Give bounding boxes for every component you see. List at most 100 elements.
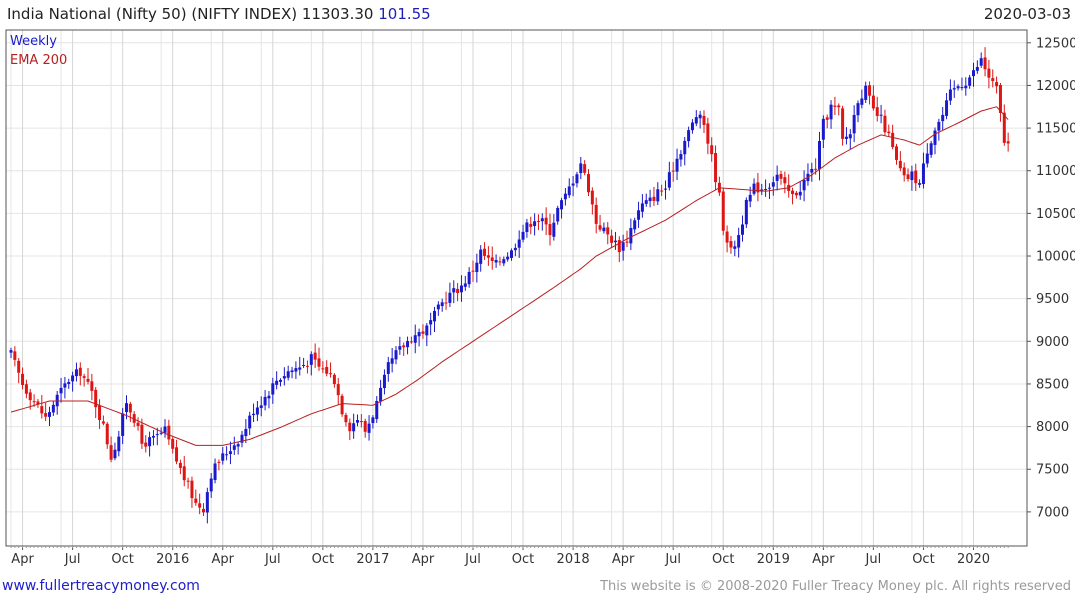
candle-body bbox=[972, 70, 975, 77]
candle-up bbox=[821, 115, 825, 149]
candle-down bbox=[895, 143, 898, 165]
candle-body bbox=[987, 68, 991, 78]
candle-body bbox=[205, 492, 209, 513]
candle-down bbox=[175, 439, 179, 465]
candle-up bbox=[406, 336, 410, 355]
candle-down bbox=[444, 291, 448, 310]
candle-up bbox=[225, 446, 229, 461]
candle-down bbox=[914, 163, 918, 192]
candle-body bbox=[895, 146, 898, 160]
candle-body bbox=[513, 247, 517, 251]
candle-body bbox=[844, 136, 848, 139]
candle-down bbox=[536, 214, 540, 231]
candle-body bbox=[298, 367, 302, 370]
candle-body bbox=[51, 404, 55, 413]
candle-up bbox=[764, 179, 768, 197]
candle-body bbox=[59, 387, 63, 394]
candle-body bbox=[748, 194, 752, 202]
candle-up bbox=[741, 215, 744, 242]
candle-body bbox=[921, 163, 925, 185]
candle-body bbox=[217, 461, 221, 463]
candle-body bbox=[48, 412, 51, 417]
candle-down bbox=[1006, 132, 1010, 152]
legend-weekly: Weekly bbox=[10, 34, 57, 49]
candle-up bbox=[228, 441, 232, 465]
candle-body bbox=[209, 478, 213, 492]
candle-body bbox=[167, 425, 171, 440]
y-tick-label: 12000 bbox=[1036, 79, 1075, 94]
website-link[interactable]: www.fullertreacymoney.com bbox=[2, 578, 200, 594]
candle-up bbox=[163, 419, 167, 438]
candle-up bbox=[687, 126, 691, 148]
candle-up bbox=[540, 213, 544, 231]
grid-lines bbox=[6, 30, 1027, 546]
candle-up bbox=[737, 227, 741, 258]
candle-body bbox=[282, 376, 286, 379]
candle-down bbox=[983, 47, 987, 77]
candle-up bbox=[71, 371, 75, 392]
x-tick-label: Apr bbox=[212, 552, 235, 567]
candle-body bbox=[436, 304, 440, 310]
candle-down bbox=[13, 346, 17, 367]
candle-down bbox=[105, 421, 109, 449]
candle-down bbox=[178, 459, 182, 475]
candle-body bbox=[90, 381, 94, 391]
candle-body bbox=[78, 367, 82, 376]
candle-down bbox=[833, 96, 837, 116]
candle-body bbox=[175, 447, 179, 462]
legend-ema: EMA 200 bbox=[10, 53, 67, 68]
candle-body bbox=[82, 376, 86, 378]
candle-up bbox=[232, 436, 236, 455]
candle-up bbox=[694, 110, 698, 127]
candle-up bbox=[571, 176, 575, 197]
candle-up bbox=[398, 336, 402, 355]
candle-body bbox=[667, 172, 671, 188]
candle-up bbox=[698, 110, 702, 129]
candle-down bbox=[317, 347, 321, 371]
candle-body bbox=[86, 378, 90, 382]
candle-up bbox=[267, 391, 271, 409]
candle-body bbox=[221, 453, 225, 461]
candle-up bbox=[275, 371, 279, 390]
candle-body bbox=[263, 396, 267, 406]
candle-body bbox=[344, 415, 348, 423]
candle-up bbox=[475, 253, 479, 283]
candle-body bbox=[128, 403, 132, 413]
candle-up bbox=[829, 100, 833, 129]
candle-down bbox=[24, 379, 28, 399]
candle-down bbox=[998, 82, 1002, 122]
candle-up bbox=[744, 197, 748, 228]
candle-up bbox=[918, 179, 922, 188]
candle-up bbox=[964, 77, 968, 96]
candle-down bbox=[217, 459, 221, 471]
candle-body bbox=[379, 387, 383, 402]
candle-body bbox=[594, 204, 598, 224]
candle-body bbox=[151, 435, 155, 438]
candle-body bbox=[171, 438, 175, 449]
candle-up bbox=[479, 245, 483, 272]
candle-body bbox=[914, 170, 918, 184]
candle-up bbox=[960, 77, 964, 91]
candle-body bbox=[579, 163, 583, 174]
x-tick-label: Oct bbox=[312, 552, 334, 567]
candle-up bbox=[240, 430, 244, 448]
candle-up bbox=[775, 165, 779, 191]
candle-up bbox=[213, 458, 217, 484]
candle-up bbox=[621, 234, 625, 261]
y-tick-label: 8000 bbox=[1036, 420, 1069, 435]
candle-body bbox=[617, 240, 621, 253]
candle-down bbox=[305, 360, 309, 374]
candle-body bbox=[313, 352, 317, 360]
candle-body bbox=[452, 288, 456, 293]
candle-down bbox=[98, 399, 102, 430]
candle-body bbox=[536, 220, 540, 222]
candle-down bbox=[471, 260, 475, 282]
candle-body bbox=[652, 196, 656, 201]
candle-body bbox=[148, 437, 152, 447]
candle-down bbox=[598, 214, 602, 232]
candle-body bbox=[995, 82, 999, 87]
candle-down bbox=[1002, 104, 1006, 146]
candle-up bbox=[733, 240, 737, 257]
candle-body bbox=[637, 210, 641, 220]
candle-up bbox=[517, 230, 521, 258]
